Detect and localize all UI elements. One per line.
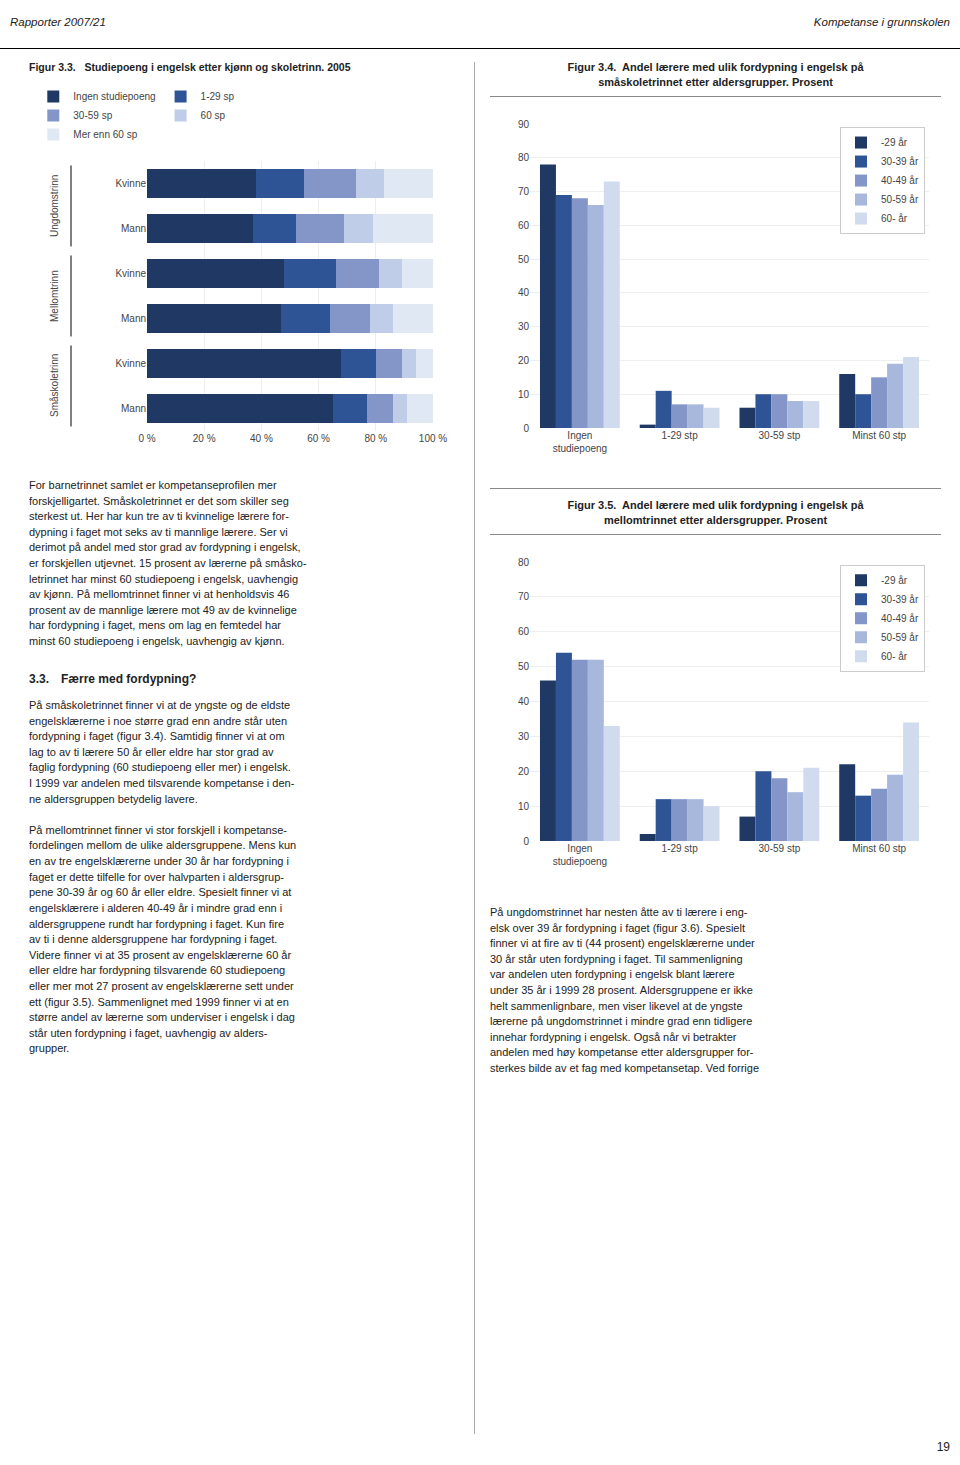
svg-text:30: 30 [518, 321, 530, 332]
svg-text:50-59 år: 50-59 år [881, 632, 919, 643]
svg-text:60 sp: 60 sp [201, 110, 226, 121]
html-text:Figur 3.4. Andel lærere med ul: Figur 3.4. Andel lærere med ulik fordypn… [567, 61, 864, 88]
svg-text:Ungdomstrinn: Ungdomstrinn [49, 175, 60, 237]
svg-text:Ingen studiepoeng: Ingen studiepoeng [73, 91, 155, 102]
svg-text:Kvinne: Kvinne [115, 268, 146, 279]
svg-text:30-59 sp: 30-59 sp [73, 110, 112, 121]
svg-text:20 %: 20 % [193, 433, 216, 444]
svg-text:Mellomtrinn: Mellomtrinn [49, 270, 60, 322]
svg-text:60- år: 60- år [881, 651, 908, 662]
svg-text:30: 30 [518, 731, 530, 742]
svg-text:40: 40 [518, 696, 530, 707]
svg-text:Minst 60 stp: Minst 60 stp [852, 843, 906, 854]
html-text:På småskoletrinnet finner vi a: På småskoletrinnet finner vi at de yngst… [29, 699, 297, 1055]
svg-text:20: 20 [518, 766, 530, 777]
svg-text:Småskoletrinn: Småskoletrinn [49, 354, 60, 417]
svg-text:0: 0 [523, 836, 529, 847]
svg-text:80 %: 80 % [364, 433, 387, 444]
svg-text:30-59 stp: 30-59 stp [759, 430, 801, 441]
svg-text:70: 70 [518, 591, 530, 602]
svg-text:50: 50 [518, 254, 530, 265]
svg-text:Kvinne: Kvinne [115, 358, 146, 369]
svg-text:50-59 år: 50-59 år [881, 194, 919, 205]
svg-text:1-29 stp: 1-29 stp [662, 430, 699, 441]
svg-text:Mer enn 60 sp: Mer enn 60 sp [73, 129, 137, 140]
svg-text:50: 50 [518, 661, 530, 672]
svg-text:60: 60 [518, 220, 530, 231]
svg-text:-29 år: -29 år [881, 137, 908, 148]
svg-text:Minst 60 stp: Minst 60 stp [852, 430, 906, 441]
svg-text:90: 90 [518, 119, 530, 130]
svg-text:0: 0 [523, 423, 529, 434]
html-text:Figur 3.5. Andel lærere med ul: Figur 3.5. Andel lærere med ulik fordypn… [567, 499, 864, 526]
svg-text:70: 70 [518, 186, 530, 197]
svg-text:1-29 stp: 1-29 stp [662, 843, 699, 854]
svg-text:Mann: Mann [121, 313, 146, 324]
html-text:19: 19 [936, 1440, 950, 1454]
svg-text:60- år: 60- år [881, 213, 908, 224]
svg-text:Ingenstudiepoeng: Ingenstudiepoeng [553, 843, 608, 867]
html-text:Figur 3.3. Studiepoeng i engel: Figur 3.3. Studiepoeng i engelsk etter k… [29, 61, 351, 73]
svg-text:Mann: Mann [121, 223, 146, 234]
svg-text:10: 10 [518, 389, 530, 400]
svg-text:30-59 stp: 30-59 stp [759, 843, 801, 854]
svg-text:Kvinne: Kvinne [115, 178, 146, 189]
svg-text:40-49 år: 40-49 år [881, 613, 919, 624]
svg-text:80: 80 [518, 557, 530, 568]
svg-text:30-39 år: 30-39 år [881, 594, 919, 605]
html-text:Rapporter 2007/21: Rapporter 2007/21 [10, 16, 106, 28]
svg-text:80: 80 [518, 152, 530, 163]
html-text:På ungdomstrinnet har nesten å: På ungdomstrinnet har nesten åtte av ti … [490, 906, 759, 1075]
svg-text:10: 10 [518, 801, 530, 812]
svg-text:60: 60 [518, 626, 530, 637]
svg-text:Mann: Mann [121, 403, 146, 414]
svg-text:40-49 år: 40-49 år [881, 175, 919, 186]
svg-text:40 %: 40 % [250, 433, 273, 444]
svg-text:30-39 år: 30-39 år [881, 156, 919, 167]
svg-text:20: 20 [518, 355, 530, 366]
svg-text:0 %: 0 % [138, 433, 155, 444]
svg-text:100 %: 100 % [419, 433, 447, 444]
html-text:Kompetanse i grunnskolen: Kompetanse i grunnskolen [813, 16, 950, 28]
svg-text:40: 40 [518, 287, 530, 298]
svg-text:60 %: 60 % [307, 433, 330, 444]
html-text:For barnetrinnet samlet er kom: For barnetrinnet samlet er kompetansepro… [29, 479, 307, 648]
svg-text:Ingenstudiepoeng: Ingenstudiepoeng [553, 430, 608, 454]
html-text:3.3. Færre med fordypning?: 3.3. Færre med fordypning? [29, 672, 197, 686]
svg-text:-29 år: -29 år [881, 575, 908, 586]
svg-text:1-29 sp: 1-29 sp [201, 91, 235, 102]
